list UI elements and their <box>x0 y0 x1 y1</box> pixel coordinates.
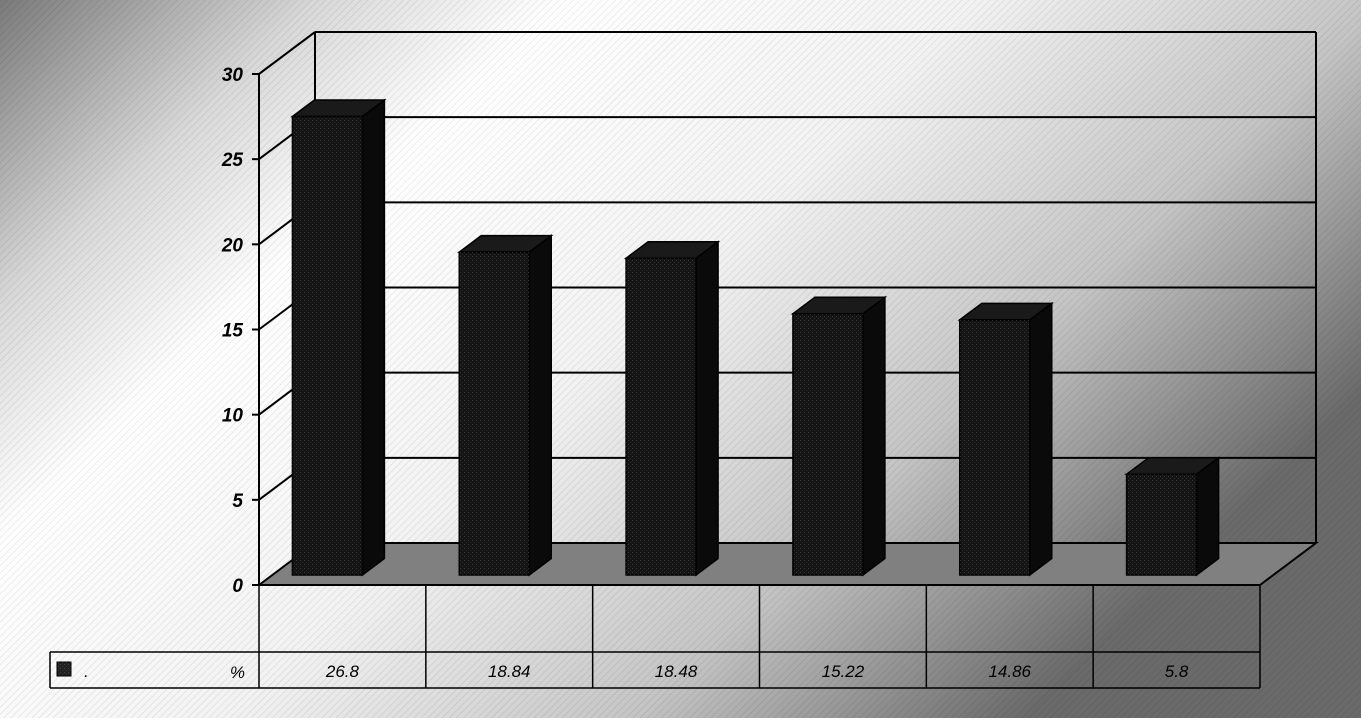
table-value-6: 5.8 <box>1165 662 1189 681</box>
table-value-1: 26.8 <box>325 662 360 681</box>
bar-texture <box>959 319 1030 575</box>
y-tick-label: 20 <box>221 235 244 256</box>
y-tick-label: 15 <box>222 321 244 342</box>
bar-texture <box>626 258 697 575</box>
table-value-4: 15.22 <box>822 662 865 681</box>
y-tick-label: 30 <box>222 65 244 86</box>
bar-side <box>528 234 552 577</box>
bar-side <box>1029 301 1053 577</box>
y-tick-label: 10 <box>222 406 244 427</box>
legend-key-texture <box>57 662 71 676</box>
bar-texture <box>1126 474 1197 575</box>
data-table: .% 26.8 18.84 18.48 15.22 14.86 5.8 <box>49 585 1261 689</box>
bar-texture <box>792 313 863 575</box>
bar-side <box>361 98 386 577</box>
bar-1 <box>290 98 387 577</box>
bar-side <box>1195 456 1220 577</box>
table-value-5: 14.86 <box>988 662 1031 681</box>
bars <box>290 98 1221 577</box>
bar-2 <box>457 234 554 577</box>
bar-3 <box>623 240 721 577</box>
table-value-2: 18.84 <box>488 662 531 681</box>
unit-label: % <box>230 663 245 682</box>
bar-side <box>862 295 886 577</box>
bar-texture <box>459 252 530 576</box>
y-tick-label: 25 <box>221 150 244 171</box>
bar-side <box>695 240 719 577</box>
bar-texture <box>292 116 363 576</box>
y-tick-label: 5 <box>232 491 243 512</box>
table-value-3: 18.48 <box>655 662 698 681</box>
gridline-side <box>258 31 316 75</box>
y-tick-label: 0 <box>232 576 243 597</box>
legend-label: . <box>84 662 89 681</box>
bar-5 <box>957 301 1054 577</box>
bar-6 <box>1124 456 1221 577</box>
bar-4 <box>790 295 888 577</box>
y-axis: 0 5 10 15 20 25 30 <box>221 65 259 597</box>
